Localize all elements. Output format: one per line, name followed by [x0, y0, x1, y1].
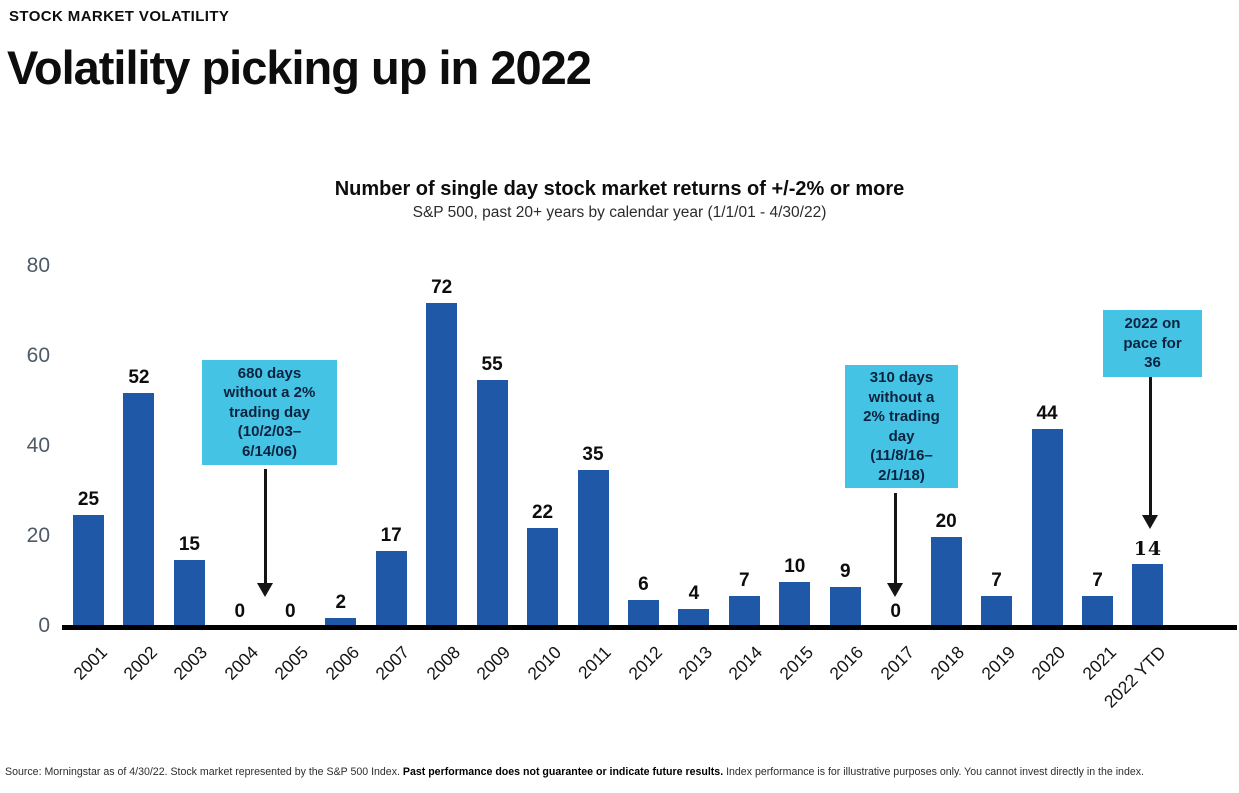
- chart-subtitle: S&P 500, past 20+ years by calendar year…: [412, 204, 827, 221]
- bar-2006: [325, 618, 357, 627]
- x-tick-label: 2002: [119, 642, 162, 684]
- annotation-arrowhead-2022: [1142, 515, 1158, 529]
- bar-2010: [527, 528, 559, 627]
- bar-2022 YTD: [1132, 564, 1164, 627]
- bar-2013: [678, 609, 710, 627]
- bar-value-label: 0: [285, 601, 296, 622]
- source-text-bold: Past performance does not guarantee or i…: [402, 766, 724, 778]
- bar-2008: [426, 303, 458, 627]
- annotation-310-days: 310 days without a 2% trading day (11/8/…: [845, 365, 958, 488]
- bar-value-label: 20: [935, 511, 957, 532]
- x-tick-label: 2011: [574, 642, 616, 683]
- page-title: Volatility picking up in 2022: [7, 41, 592, 94]
- bar-2020: [1031, 429, 1063, 627]
- annotation-arrow-310: [894, 493, 897, 584]
- source-text-2: Index performance is for illustrative pu…: [723, 766, 1144, 778]
- bar-value-label: 6: [638, 574, 649, 595]
- bar-2001: [73, 514, 104, 627]
- x-axis-line: [62, 625, 1237, 630]
- x-tick-label: 2001: [68, 642, 111, 684]
- y-tick-label: 40: [26, 434, 50, 457]
- bar-2016: [829, 586, 861, 627]
- y-tick-label: 80: [26, 254, 50, 277]
- bar-2019: [981, 595, 1013, 627]
- bar-value-label: 4: [688, 583, 700, 604]
- x-tick-label: 2006: [321, 642, 363, 684]
- x-tick-label: 2009: [472, 642, 515, 684]
- x-tick-label: 2019: [977, 642, 1019, 684]
- bar-2002: [123, 393, 155, 627]
- y-tick-label: 20: [26, 524, 50, 547]
- annotation-arrowhead-680: [257, 583, 273, 597]
- x-tick-label: 2005: [270, 642, 313, 684]
- x-tick-label: 2012: [623, 642, 666, 684]
- x-tick-label: 2020: [1027, 642, 1070, 684]
- bar-2018: [930, 537, 962, 627]
- annotation-680-days: 680 days without a 2% trading day (10/2/…: [202, 360, 337, 465]
- bar-value-label: 44: [1036, 403, 1058, 424]
- y-tick-label: 60: [26, 344, 50, 367]
- bar-value-label: 25: [77, 488, 100, 510]
- bar-value-label: 7: [991, 569, 1002, 591]
- x-tick-label: 2013: [674, 642, 717, 684]
- x-tick-label: 2015: [775, 642, 817, 684]
- x-tick-label: 2003: [169, 642, 212, 684]
- bar-value-label: 22: [531, 502, 554, 523]
- x-tick-label: 2010: [523, 642, 565, 684]
- bar-2014: [728, 595, 760, 627]
- bar-2003: [173, 559, 205, 627]
- bar-2009: [476, 379, 508, 627]
- x-tick-label: 2021: [1077, 642, 1120, 684]
- bar-value-label: 7: [739, 569, 750, 591]
- bar-2015: [779, 582, 811, 627]
- bar-value-label: 2: [335, 592, 347, 613]
- y-tick-label: 0: [38, 614, 50, 637]
- bar-value-label: 55: [481, 353, 503, 375]
- bar-value-label: 35: [582, 443, 604, 465]
- bar-value-label: 7: [1092, 569, 1103, 591]
- annotation-arrowhead-310: [887, 583, 903, 597]
- x-tick-label: 2017: [876, 642, 918, 684]
- bar-value-label: 0: [234, 601, 246, 622]
- x-tick-label: 2008: [422, 642, 464, 684]
- annotation-arrow-680: [264, 469, 267, 584]
- source-text-1: Source: Morningstar as of 4/30/22. Stock…: [5, 766, 403, 778]
- x-tick-label: 2004: [220, 642, 263, 684]
- bar-2011: [577, 469, 609, 627]
- source-disclaimer: Source: Morningstar as of 4/30/22. Stock…: [5, 766, 1235, 778]
- eyebrow-label: STOCK MARKET VOLATILITY: [9, 8, 230, 25]
- bar-value-label: 14: [1133, 538, 1163, 560]
- bar-value-label: 72: [431, 277, 453, 298]
- bar-2007: [375, 550, 407, 627]
- bar-value-label: 0: [890, 601, 901, 622]
- x-tick-label: 2016: [825, 642, 868, 684]
- annotation-arrow-2022: [1149, 377, 1152, 516]
- chart-title: Number of single day stock market return…: [334, 178, 905, 200]
- x-tick-label: 2014: [724, 642, 767, 684]
- bar-2012: [627, 600, 659, 627]
- annotation-2022-pace: 2022 on pace for 36: [1103, 310, 1202, 377]
- bar-value-label: 9: [839, 560, 851, 582]
- x-tick-label: 2007: [371, 642, 414, 684]
- bar-value-label: 52: [128, 367, 150, 388]
- x-tick-label: 2018: [926, 642, 969, 684]
- bar-2021: [1082, 595, 1113, 627]
- bar-value-label: 15: [178, 533, 200, 555]
- bar-value-label: 17: [380, 524, 402, 546]
- bar-value-label: 10: [784, 556, 806, 577]
